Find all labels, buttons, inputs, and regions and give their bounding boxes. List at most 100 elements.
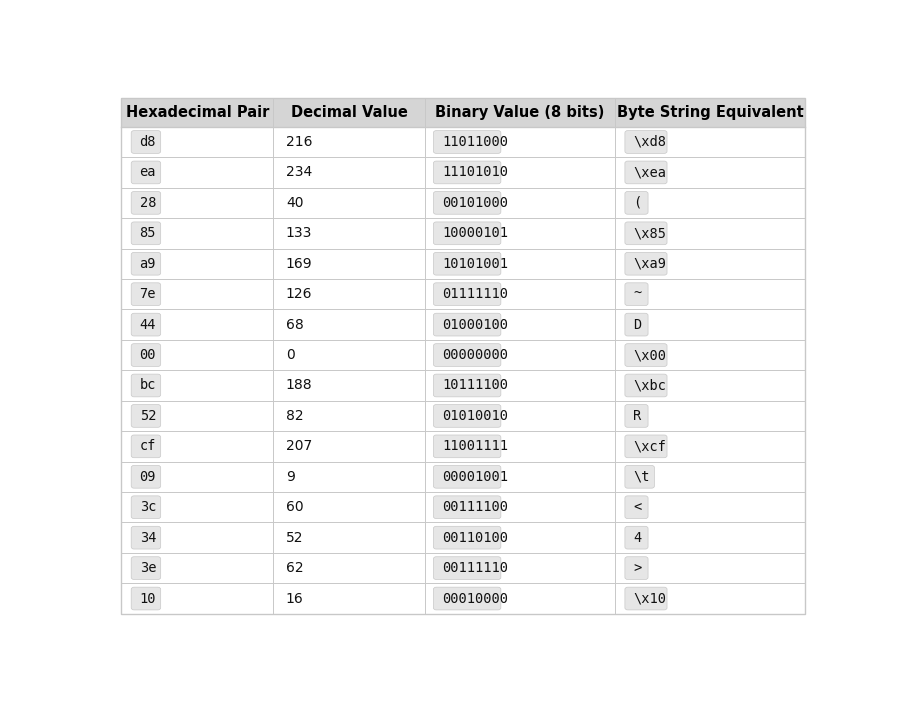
Text: 0: 0 bbox=[285, 348, 294, 362]
Text: 62: 62 bbox=[285, 561, 303, 575]
FancyBboxPatch shape bbox=[624, 161, 666, 183]
Text: 60: 60 bbox=[285, 501, 303, 514]
FancyBboxPatch shape bbox=[433, 404, 500, 427]
FancyBboxPatch shape bbox=[624, 435, 666, 458]
Text: 3e: 3e bbox=[139, 561, 156, 575]
FancyBboxPatch shape bbox=[433, 161, 500, 183]
Text: \x85: \x85 bbox=[633, 226, 666, 240]
FancyBboxPatch shape bbox=[624, 191, 647, 214]
Text: 7e: 7e bbox=[139, 288, 156, 301]
Text: 40: 40 bbox=[285, 196, 303, 210]
FancyBboxPatch shape bbox=[131, 587, 161, 610]
FancyBboxPatch shape bbox=[131, 465, 161, 488]
FancyBboxPatch shape bbox=[624, 557, 647, 579]
FancyBboxPatch shape bbox=[131, 404, 161, 427]
FancyBboxPatch shape bbox=[131, 191, 161, 214]
FancyBboxPatch shape bbox=[433, 314, 500, 336]
Text: 4: 4 bbox=[633, 531, 641, 545]
Text: 68: 68 bbox=[285, 318, 303, 332]
Text: 3c: 3c bbox=[139, 501, 156, 514]
Text: 10000101: 10000101 bbox=[442, 226, 507, 240]
FancyBboxPatch shape bbox=[624, 252, 666, 275]
FancyBboxPatch shape bbox=[624, 283, 647, 306]
FancyBboxPatch shape bbox=[624, 404, 647, 427]
Text: \x00: \x00 bbox=[633, 348, 666, 362]
Text: 00000000: 00000000 bbox=[442, 348, 507, 362]
Text: 52: 52 bbox=[285, 531, 303, 545]
Text: 28: 28 bbox=[139, 196, 156, 210]
FancyBboxPatch shape bbox=[624, 587, 666, 610]
Text: 10101001: 10101001 bbox=[442, 257, 507, 271]
Text: 133: 133 bbox=[285, 226, 312, 240]
Text: \xd8: \xd8 bbox=[633, 135, 666, 149]
FancyBboxPatch shape bbox=[131, 222, 161, 245]
FancyBboxPatch shape bbox=[131, 252, 161, 275]
FancyBboxPatch shape bbox=[131, 283, 161, 306]
Text: \xa9: \xa9 bbox=[633, 257, 666, 271]
Text: <: < bbox=[633, 501, 641, 514]
Text: 00111100: 00111100 bbox=[442, 501, 507, 514]
FancyBboxPatch shape bbox=[433, 283, 500, 306]
Text: 10: 10 bbox=[139, 591, 156, 605]
FancyBboxPatch shape bbox=[433, 465, 500, 488]
FancyBboxPatch shape bbox=[433, 374, 500, 397]
Text: 00110100: 00110100 bbox=[442, 531, 507, 545]
Text: 01000100: 01000100 bbox=[442, 318, 507, 332]
FancyBboxPatch shape bbox=[131, 344, 161, 366]
Text: Byte String Equivalent: Byte String Equivalent bbox=[616, 105, 803, 120]
FancyBboxPatch shape bbox=[624, 527, 647, 549]
Text: D: D bbox=[633, 318, 641, 332]
Text: 207: 207 bbox=[285, 439, 312, 453]
Text: 00101000: 00101000 bbox=[442, 196, 507, 210]
Text: 09: 09 bbox=[139, 470, 156, 484]
FancyBboxPatch shape bbox=[624, 465, 654, 488]
Text: 169: 169 bbox=[285, 257, 312, 271]
FancyBboxPatch shape bbox=[624, 131, 666, 153]
Text: 00001001: 00001001 bbox=[442, 470, 507, 484]
FancyBboxPatch shape bbox=[131, 374, 161, 397]
FancyBboxPatch shape bbox=[433, 131, 500, 153]
FancyBboxPatch shape bbox=[433, 222, 500, 245]
Text: 16: 16 bbox=[285, 591, 303, 605]
Text: 11011000: 11011000 bbox=[442, 135, 507, 149]
Text: 52: 52 bbox=[139, 409, 156, 423]
Text: 44: 44 bbox=[139, 318, 156, 332]
Text: 00010000: 00010000 bbox=[442, 591, 507, 605]
FancyBboxPatch shape bbox=[433, 252, 500, 275]
Text: R: R bbox=[633, 409, 641, 423]
FancyBboxPatch shape bbox=[624, 344, 666, 366]
Text: ~: ~ bbox=[633, 288, 641, 301]
FancyBboxPatch shape bbox=[131, 496, 161, 519]
Text: bc: bc bbox=[139, 378, 156, 392]
Text: 216: 216 bbox=[285, 135, 312, 149]
Text: \t: \t bbox=[633, 470, 649, 484]
FancyBboxPatch shape bbox=[131, 527, 161, 549]
Text: 234: 234 bbox=[285, 165, 312, 179]
Text: 126: 126 bbox=[285, 288, 312, 301]
FancyBboxPatch shape bbox=[624, 314, 647, 336]
Text: 34: 34 bbox=[139, 531, 156, 545]
FancyBboxPatch shape bbox=[131, 161, 161, 183]
Text: 82: 82 bbox=[285, 409, 303, 423]
Text: >: > bbox=[633, 561, 641, 575]
Text: Decimal Value: Decimal Value bbox=[291, 105, 407, 120]
FancyBboxPatch shape bbox=[624, 222, 666, 245]
FancyBboxPatch shape bbox=[433, 527, 500, 549]
Text: 11101010: 11101010 bbox=[442, 165, 507, 179]
FancyBboxPatch shape bbox=[433, 587, 500, 610]
Text: \x10: \x10 bbox=[633, 591, 666, 605]
Text: (: ( bbox=[633, 196, 641, 210]
Text: 00: 00 bbox=[139, 348, 156, 362]
FancyBboxPatch shape bbox=[433, 557, 500, 579]
Text: d8: d8 bbox=[139, 135, 156, 149]
FancyBboxPatch shape bbox=[433, 344, 500, 366]
FancyBboxPatch shape bbox=[433, 191, 500, 214]
Text: 85: 85 bbox=[139, 226, 156, 240]
Text: 188: 188 bbox=[285, 378, 312, 392]
Text: 11001111: 11001111 bbox=[442, 439, 507, 453]
Text: Hexadecimal Pair: Hexadecimal Pair bbox=[126, 105, 269, 120]
FancyBboxPatch shape bbox=[131, 557, 161, 579]
FancyBboxPatch shape bbox=[624, 496, 647, 519]
FancyBboxPatch shape bbox=[624, 374, 666, 397]
Text: \xea: \xea bbox=[633, 165, 666, 179]
